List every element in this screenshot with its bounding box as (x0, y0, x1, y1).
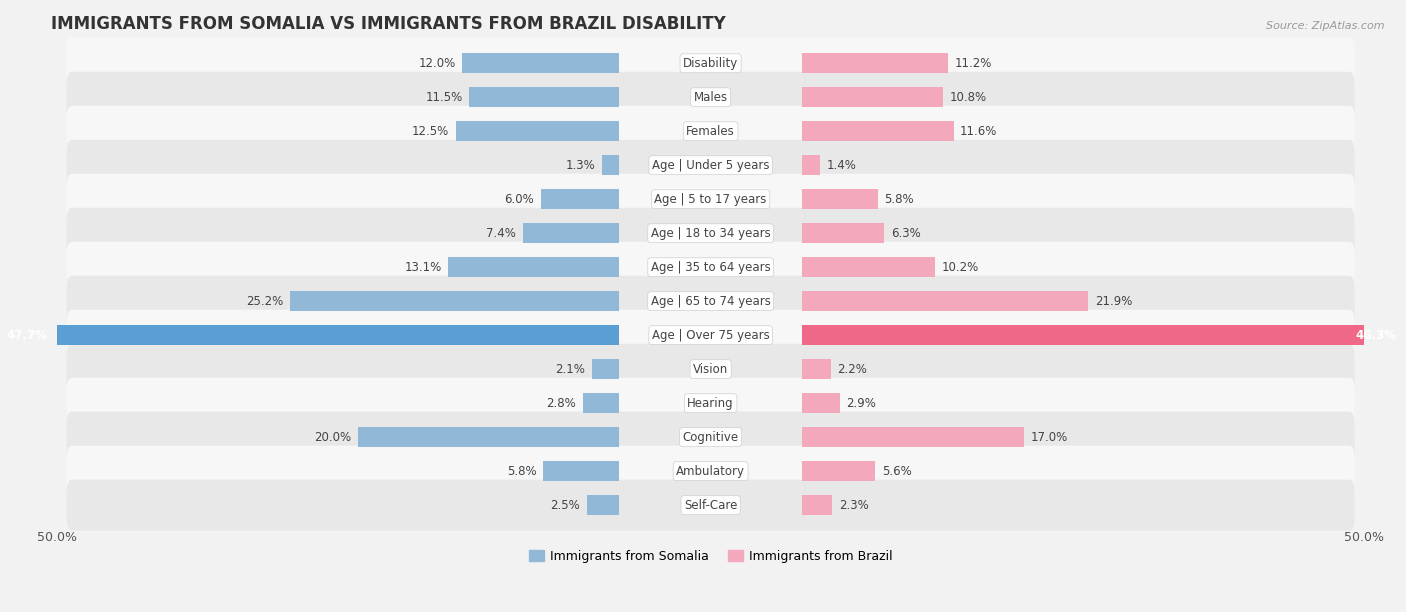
FancyBboxPatch shape (66, 174, 1354, 225)
FancyBboxPatch shape (66, 207, 1354, 259)
Text: IMMIGRANTS FROM SOMALIA VS IMMIGRANTS FROM BRAZIL DISABILITY: IMMIGRANTS FROM SOMALIA VS IMMIGRANTS FR… (51, 15, 725, 33)
Bar (602, 155, 619, 176)
Bar (801, 359, 831, 379)
Text: 5.8%: 5.8% (508, 465, 537, 477)
FancyBboxPatch shape (66, 412, 1354, 463)
Text: Source: ZipAtlas.com: Source: ZipAtlas.com (1267, 21, 1385, 31)
Text: 1.4%: 1.4% (827, 159, 856, 172)
Text: 11.6%: 11.6% (960, 125, 997, 138)
FancyBboxPatch shape (66, 72, 1354, 123)
Text: 25.2%: 25.2% (246, 295, 284, 308)
FancyBboxPatch shape (66, 446, 1354, 496)
FancyBboxPatch shape (66, 480, 1354, 531)
Text: 5.8%: 5.8% (884, 193, 914, 206)
Text: 10.8%: 10.8% (949, 91, 987, 104)
Text: 46.3%: 46.3% (1355, 329, 1396, 341)
Text: Disability: Disability (683, 57, 738, 70)
Bar (801, 393, 839, 413)
Bar (592, 359, 619, 379)
Text: 21.9%: 21.9% (1095, 295, 1132, 308)
Text: 2.8%: 2.8% (547, 397, 576, 409)
Text: 11.5%: 11.5% (425, 91, 463, 104)
Text: 20.0%: 20.0% (315, 431, 352, 444)
FancyBboxPatch shape (66, 378, 1354, 428)
Text: 2.9%: 2.9% (846, 397, 876, 409)
FancyBboxPatch shape (66, 242, 1354, 293)
Text: Cognitive: Cognitive (682, 431, 738, 444)
Bar (801, 223, 884, 244)
Bar (544, 461, 619, 482)
Bar (470, 87, 619, 108)
Text: 6.3%: 6.3% (891, 226, 921, 240)
Text: Vision: Vision (693, 363, 728, 376)
FancyBboxPatch shape (66, 344, 1354, 395)
FancyBboxPatch shape (66, 106, 1354, 157)
Text: 10.2%: 10.2% (942, 261, 979, 274)
Bar (801, 495, 832, 515)
Bar (801, 87, 943, 108)
Text: 12.5%: 12.5% (412, 125, 450, 138)
Bar (801, 325, 1406, 345)
Bar (801, 461, 875, 482)
Bar (541, 189, 619, 209)
Text: Ambulatory: Ambulatory (676, 465, 745, 477)
Text: 2.5%: 2.5% (550, 499, 581, 512)
Text: Age | Over 75 years: Age | Over 75 years (652, 329, 769, 341)
FancyBboxPatch shape (66, 276, 1354, 327)
Text: Hearing: Hearing (688, 397, 734, 409)
Bar (801, 155, 820, 176)
Text: Age | 35 to 64 years: Age | 35 to 64 years (651, 261, 770, 274)
Text: 2.2%: 2.2% (838, 363, 868, 376)
Text: Age | 5 to 17 years: Age | 5 to 17 years (654, 193, 766, 206)
Bar (801, 427, 1024, 447)
Bar (463, 53, 619, 73)
Bar (801, 291, 1088, 312)
Text: Females: Females (686, 125, 735, 138)
Bar (586, 495, 619, 515)
Text: 7.4%: 7.4% (486, 226, 516, 240)
Bar (801, 53, 949, 73)
Text: Males: Males (693, 91, 728, 104)
Bar (449, 257, 619, 277)
Text: Self-Care: Self-Care (683, 499, 737, 512)
Text: 12.0%: 12.0% (419, 57, 456, 70)
Text: Age | 65 to 74 years: Age | 65 to 74 years (651, 295, 770, 308)
Text: 2.3%: 2.3% (838, 499, 869, 512)
Text: 6.0%: 6.0% (505, 193, 534, 206)
Text: 47.7%: 47.7% (7, 329, 48, 341)
Bar (290, 291, 619, 312)
FancyBboxPatch shape (66, 38, 1354, 89)
Text: 1.3%: 1.3% (567, 159, 596, 172)
Legend: Immigrants from Somalia, Immigrants from Brazil: Immigrants from Somalia, Immigrants from… (524, 545, 897, 567)
Bar (359, 427, 619, 447)
Text: 5.6%: 5.6% (882, 465, 911, 477)
Text: 17.0%: 17.0% (1031, 431, 1069, 444)
Bar (801, 189, 877, 209)
Bar (0, 325, 619, 345)
Text: Age | 18 to 34 years: Age | 18 to 34 years (651, 226, 770, 240)
Text: 13.1%: 13.1% (405, 261, 441, 274)
Bar (801, 121, 953, 141)
FancyBboxPatch shape (66, 140, 1354, 191)
Bar (582, 393, 619, 413)
Text: Age | Under 5 years: Age | Under 5 years (652, 159, 769, 172)
Text: 2.1%: 2.1% (555, 363, 585, 376)
Bar (523, 223, 619, 244)
Bar (456, 121, 619, 141)
Bar (801, 257, 935, 277)
Text: 11.2%: 11.2% (955, 57, 993, 70)
FancyBboxPatch shape (66, 310, 1354, 360)
